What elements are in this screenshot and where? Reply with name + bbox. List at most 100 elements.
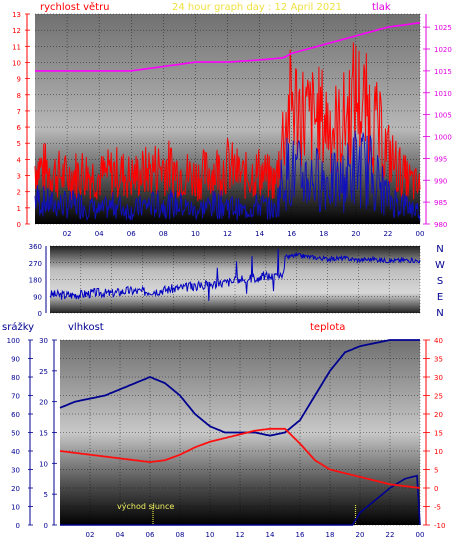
wind-tick-label: 11: [12, 43, 21, 51]
wind-pressure-series: [34, 22, 421, 222]
wind-pressure-panel: 0123456789101112139809859909951000100510…: [12, 1, 452, 238]
temperature-tick-label: 15: [434, 430, 443, 438]
wind-tick-label: 7: [17, 108, 21, 116]
wind-tick-label: 10: [12, 59, 21, 67]
rain-tick-label: 40: [11, 448, 20, 456]
hour-tick-label: 18: [319, 230, 328, 238]
humidity-tick-label: 0: [44, 522, 48, 530]
temperature-tick-label: 5: [434, 467, 438, 475]
rain-axis-label: srážky: [2, 321, 34, 333]
compass-label: N: [436, 244, 443, 255]
hour-tick-label: 16: [287, 230, 296, 238]
sunrise-label: východ slunce: [117, 502, 174, 511]
pressure-tick-label: 1005: [434, 112, 452, 120]
graph-title: 24 hour graph day : 12 April 2021: [172, 2, 342, 13]
temperature-tick-label: 35: [434, 356, 443, 364]
pressure-tick-label: 1020: [434, 46, 452, 54]
wind-speed-axis-label: rychlost větru: [40, 1, 110, 13]
temperature-tick-label: -10: [434, 522, 445, 530]
wind-direction-axes: 0 90 180 270 360: [29, 243, 47, 318]
temperature-axis-label: teplota: [310, 322, 345, 333]
temperature-tick-label: 25: [434, 393, 443, 401]
compass-label: E: [437, 292, 443, 303]
humidity-axis-label: vlhkost: [68, 322, 104, 333]
pressure-tick-label: 1000: [434, 134, 452, 142]
rain-tick-label: 80: [11, 374, 20, 382]
pressure-axis-label: tlak: [372, 2, 391, 13]
direction-tick-label: 180: [29, 277, 42, 285]
temperature-tick-label: -5: [434, 504, 441, 512]
rain-tick-label: 30: [11, 467, 20, 475]
climate-axes: -10-505101520253035400102030405060708090…: [7, 337, 446, 539]
temperature-tick-label: 20: [434, 411, 443, 419]
wind-average-line: [34, 130, 421, 222]
wind-tick-label: 12: [12, 27, 21, 35]
temperature-line: [59, 427, 421, 489]
compass-label: N: [436, 308, 443, 319]
direction-tick-label: 0: [38, 310, 42, 318]
rain-line: [60, 474, 421, 526]
rain-tick-label: 50: [11, 430, 20, 438]
pressure-line: [35, 22, 421, 72]
hour-tick-label: 06: [146, 531, 155, 539]
hour-tick-label: 06: [127, 230, 136, 238]
hour-tick-label: 10: [206, 531, 215, 539]
wind-tick-label: 9: [17, 76, 21, 84]
hour-tick-label: 08: [176, 531, 185, 539]
wind-tick-label: 5: [17, 140, 21, 148]
rain-tick-label: 60: [11, 411, 20, 419]
pressure-tick-label: 995: [434, 155, 447, 163]
hour-tick-label: 18: [326, 531, 335, 539]
wind-tick-label: 0: [17, 221, 21, 229]
wind-tick-label: 2: [17, 189, 21, 197]
humidity-tick-label: 20: [39, 399, 48, 407]
humidity-line: [59, 339, 420, 437]
pressure-tick-label: 1015: [434, 68, 452, 76]
rain-tick-label: 20: [11, 485, 20, 493]
rain-humidity-temperature-panel: -10-505101520253035400102030405060708090…: [2, 321, 445, 539]
direction-tick-label: 360: [29, 243, 42, 251]
wind-pressure-grid: [35, 13, 421, 225]
pressure-tick-label: 1010: [434, 90, 452, 98]
pressure-tick-label: 985: [434, 199, 447, 207]
pressure-tick-label: 990: [434, 177, 447, 185]
temperature-tick-label: 30: [434, 374, 443, 382]
hour-tick-label: 00: [416, 230, 425, 238]
hour-tick-label: 02: [63, 230, 72, 238]
rain-tick-label: 0: [16, 522, 20, 530]
hour-tick-label: 16: [296, 531, 305, 539]
hour-tick-label: 14: [266, 531, 275, 539]
hour-tick-label: 22: [386, 531, 395, 539]
rain-tick-label: 90: [11, 356, 20, 364]
pressure-tick-label: 1025: [434, 24, 452, 32]
temperature-tick-label: 40: [434, 337, 443, 345]
hour-tick-label: 08: [159, 230, 168, 238]
wind-tick-label: 13: [12, 11, 21, 19]
humidity-tick-label: 30: [39, 337, 48, 345]
climate-grid: [60, 339, 421, 526]
wind-tick-label: 4: [17, 156, 22, 164]
wind-pressure-axes: 0123456789101112139809859909951000100510…: [12, 11, 452, 238]
hour-tick-label: 04: [116, 531, 125, 539]
rain-tick-label: 100: [7, 337, 20, 345]
hour-tick-label: 12: [223, 230, 232, 238]
direction-tick-label: 90: [33, 293, 42, 301]
humidity-tick-label: 25: [39, 368, 48, 376]
humidity-tick-label: 5: [44, 491, 48, 499]
wind-direction-line: [49, 248, 421, 301]
hour-tick-label: 04: [95, 230, 104, 238]
hour-tick-label: 00: [416, 531, 425, 539]
hour-tick-label: 20: [351, 230, 360, 238]
wind-gust-line: [34, 42, 421, 202]
wind-direction-grid: [50, 245, 421, 314]
hour-tick-label: 02: [86, 531, 95, 539]
humidity-tick-label: 10: [39, 460, 48, 468]
climate-series: [59, 339, 421, 526]
wind-tick-label: 6: [17, 124, 22, 132]
hour-tick-label: 22: [383, 230, 392, 238]
wind-tick-label: 1: [17, 205, 21, 213]
wind-direction-series: [49, 248, 421, 301]
